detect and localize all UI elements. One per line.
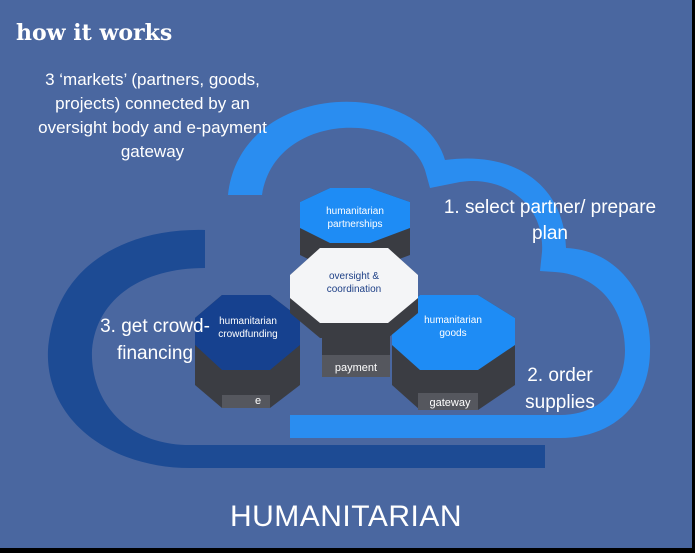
intro-text: 3 ‘markets’ (partners, goods, projects) … — [38, 70, 267, 161]
page-title: how it works — [16, 20, 173, 46]
hex-oversight: oversight & coordination — [290, 248, 418, 338]
step-3-label: 3. get crowd-financing — [100, 316, 210, 364]
bottom-title: HUMANITARIAN — [229, 500, 463, 533]
hex-goods-label-2: goods — [439, 328, 466, 339]
hex-crowdfunding: humanitarian crowdfunding e — [195, 295, 300, 408]
hex-crowdfunding-label-2: crowdfunding — [218, 329, 277, 340]
step-1-label: 1. select partner/ prepare plan — [443, 197, 657, 244]
cloud-arc-light — [228, 101, 651, 439]
base-gateway-label: gateway — [430, 397, 471, 409]
step-2-label: 2. order supplies — [525, 365, 595, 413]
hex-goods-label-1: humanitarian — [424, 315, 482, 326]
hex-goods: humanitarian goods gateway — [392, 295, 515, 410]
base-e-label: e — [255, 395, 261, 407]
hex-partnerships-label-1: humanitarian — [326, 206, 384, 217]
base-payment-label: payment — [335, 362, 377, 374]
hex-partnerships-label-2: partnerships — [327, 219, 382, 230]
hex-oversight-label-2: coordination — [327, 284, 381, 295]
hex-oversight-label-1: oversight & — [329, 271, 379, 282]
hex-crowdfunding-label-1: humanitarian — [219, 316, 277, 327]
